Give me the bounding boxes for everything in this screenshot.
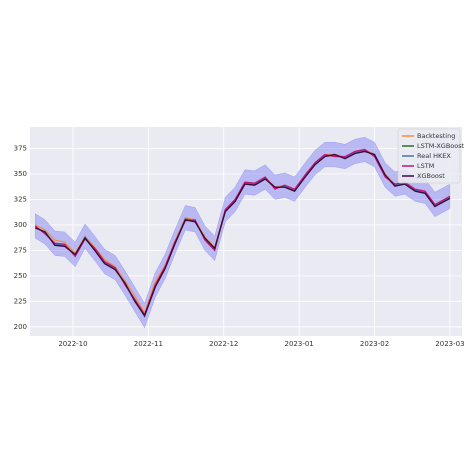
series-line bbox=[34, 148, 451, 316]
legend-box bbox=[397, 128, 461, 184]
y-tick-label: 325 bbox=[14, 195, 27, 203]
x-tick-label: 2023-01 bbox=[285, 340, 314, 348]
x-tick-label: 2023-02 bbox=[360, 340, 389, 348]
x-tick-label: 2022-10 bbox=[58, 340, 87, 348]
legend-label: Backtesting bbox=[417, 132, 455, 140]
y-tick-label: 225 bbox=[14, 297, 27, 305]
confidence-band bbox=[35, 136, 451, 329]
y-tick-label: 300 bbox=[14, 221, 27, 229]
y-tick-label: 375 bbox=[14, 144, 27, 152]
y-tick-label: 275 bbox=[14, 246, 27, 254]
x-tick-label: 2022-12 bbox=[209, 340, 238, 348]
x-tick-label: 2022-11 bbox=[134, 340, 163, 348]
y-tick-label: 250 bbox=[14, 272, 27, 280]
legend-label: XGBoost bbox=[417, 172, 445, 180]
plot-area bbox=[30, 127, 462, 336]
legend-label: LSTM bbox=[417, 162, 434, 170]
legend-label: Real HKEX bbox=[417, 152, 451, 160]
x-tick-label: 2023-03 bbox=[435, 340, 464, 348]
legend-label: LSTM-XGBoost bbox=[417, 142, 465, 150]
legend: Backtesting LSTM-XGBoost Real HKEX LSTM XGBo… bbox=[397, 128, 465, 184]
series-line bbox=[35, 150, 451, 318]
y-tick-label: 350 bbox=[14, 170, 27, 178]
y-tick-label: 200 bbox=[14, 323, 27, 331]
